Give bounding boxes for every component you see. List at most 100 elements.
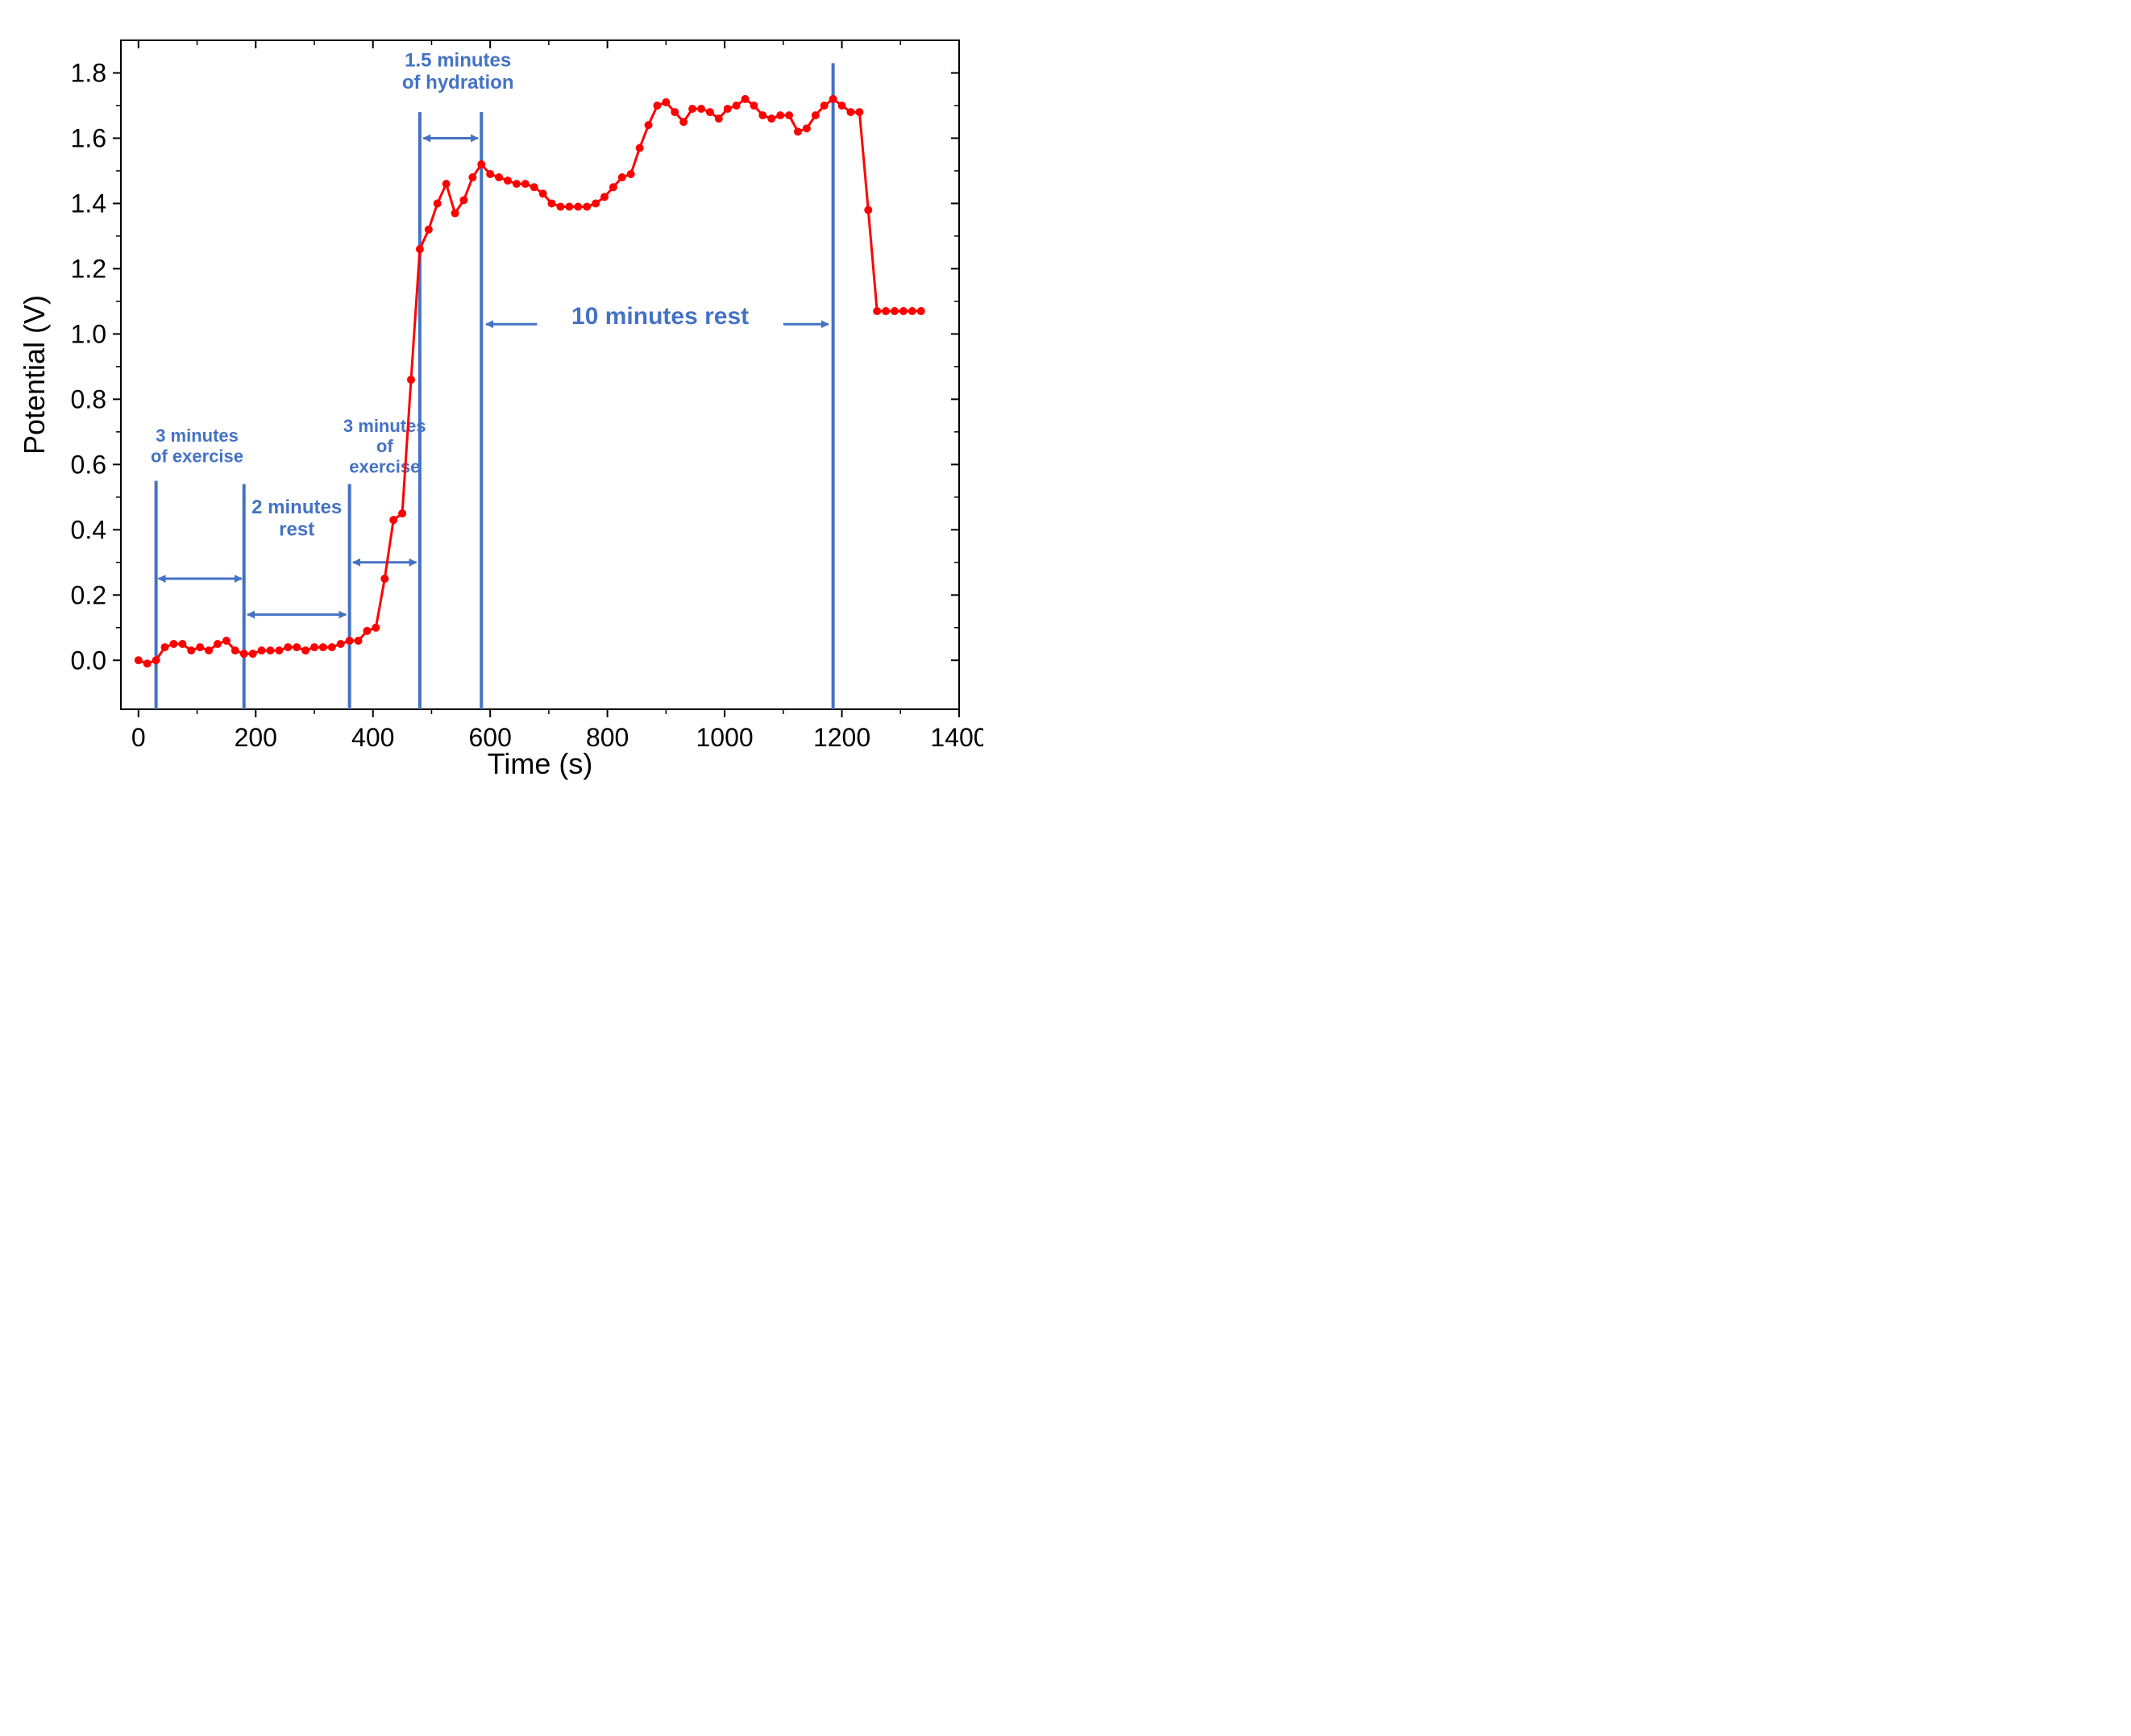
xtick-label: 1400 (930, 723, 983, 752)
data-point (513, 180, 521, 188)
data-point (521, 180, 530, 188)
data-point (275, 646, 283, 654)
data-point (820, 102, 829, 110)
data-point (864, 206, 872, 214)
data-point (398, 509, 406, 517)
data-point (249, 650, 257, 658)
ytick-label: 0.8 (71, 384, 106, 413)
data-series-line (139, 99, 921, 663)
ytick-label: 1.8 (71, 58, 106, 87)
data-point (135, 656, 143, 664)
ytick-label: 1.0 (71, 319, 106, 348)
ytick-label: 0.4 (71, 515, 106, 544)
data-point (855, 108, 863, 116)
data-point (618, 173, 626, 181)
data-point (917, 307, 925, 315)
annotation-hydration: 1.5 minutesof hydration (402, 49, 514, 93)
data-point (240, 650, 248, 658)
xtick-label: 1200 (813, 723, 870, 752)
data-point (434, 199, 442, 207)
data-point (495, 173, 503, 181)
data-point (416, 245, 424, 253)
data-point (609, 183, 617, 191)
data-point (741, 95, 750, 103)
data-point (794, 127, 802, 135)
data-point (459, 196, 467, 204)
data-point (750, 102, 758, 110)
data-point (266, 646, 274, 654)
annotation-exercise2: 3 minutesofexercise (343, 416, 426, 477)
data-point (679, 118, 687, 126)
ytick-label: 0.2 (71, 580, 106, 609)
data-point (407, 376, 415, 384)
data-point (196, 643, 204, 651)
data-point (355, 637, 363, 645)
data-point (530, 183, 538, 191)
data-point (539, 189, 547, 197)
data-point (187, 646, 195, 654)
data-point (319, 643, 327, 651)
data-point (688, 105, 696, 113)
data-point (636, 144, 644, 152)
xtick-label: 0 (131, 723, 146, 752)
data-point (214, 640, 222, 648)
xtick-label: 200 (235, 723, 277, 752)
data-point (284, 643, 292, 651)
data-point (882, 307, 890, 315)
xtick-label: 400 (351, 723, 394, 752)
ytick-label: 1.6 (71, 123, 106, 152)
data-point (222, 637, 231, 645)
data-point (758, 111, 766, 119)
data-point (504, 177, 512, 185)
ytick-label: 1.2 (71, 254, 106, 283)
data-point (873, 307, 881, 315)
data-point (574, 202, 582, 210)
data-point (715, 114, 723, 123)
data-point (468, 173, 476, 181)
data-point (442, 180, 451, 188)
data-point (389, 516, 397, 524)
x-axis-label: Time (s) (488, 747, 593, 780)
data-point (556, 202, 564, 210)
data-point (803, 124, 811, 132)
ytick-label: 0.6 (71, 450, 106, 479)
data-point (733, 102, 741, 110)
annotation-rest10: 10 minutes rest (571, 303, 749, 330)
data-point (776, 111, 784, 119)
data-point (812, 111, 820, 119)
ytick-label: 1.4 (71, 189, 106, 218)
data-point (477, 160, 485, 168)
data-point (627, 170, 635, 178)
data-point (908, 307, 916, 315)
data-point (653, 102, 661, 110)
y-axis-label: Potential (V) (18, 295, 51, 455)
annotation-rest2: 2 minutesrest (251, 496, 342, 541)
data-point (169, 640, 177, 648)
data-point (724, 105, 732, 113)
data-point (363, 627, 371, 635)
data-point (645, 121, 653, 129)
data-point (846, 108, 854, 116)
xtick-label: 1000 (696, 723, 753, 752)
annotation-exercise1: 3 minutesof exercise (151, 426, 243, 466)
data-point (372, 624, 380, 632)
data-point (697, 105, 705, 113)
data-point (161, 643, 169, 651)
data-point (565, 202, 573, 210)
data-point (838, 102, 846, 110)
data-point (258, 646, 266, 654)
data-point (293, 643, 301, 651)
data-point (346, 637, 354, 645)
data-point (583, 202, 591, 210)
chart-container: 02004006008001000120014000.00.20.40.60.8… (16, 16, 983, 806)
data-point (486, 170, 494, 178)
data-point (231, 646, 239, 654)
data-point (451, 210, 459, 218)
data-point (600, 193, 609, 201)
data-point (425, 226, 433, 234)
data-point (152, 656, 160, 664)
data-point (301, 646, 309, 654)
data-point (380, 575, 388, 583)
data-point (706, 108, 714, 116)
data-point (205, 646, 213, 654)
